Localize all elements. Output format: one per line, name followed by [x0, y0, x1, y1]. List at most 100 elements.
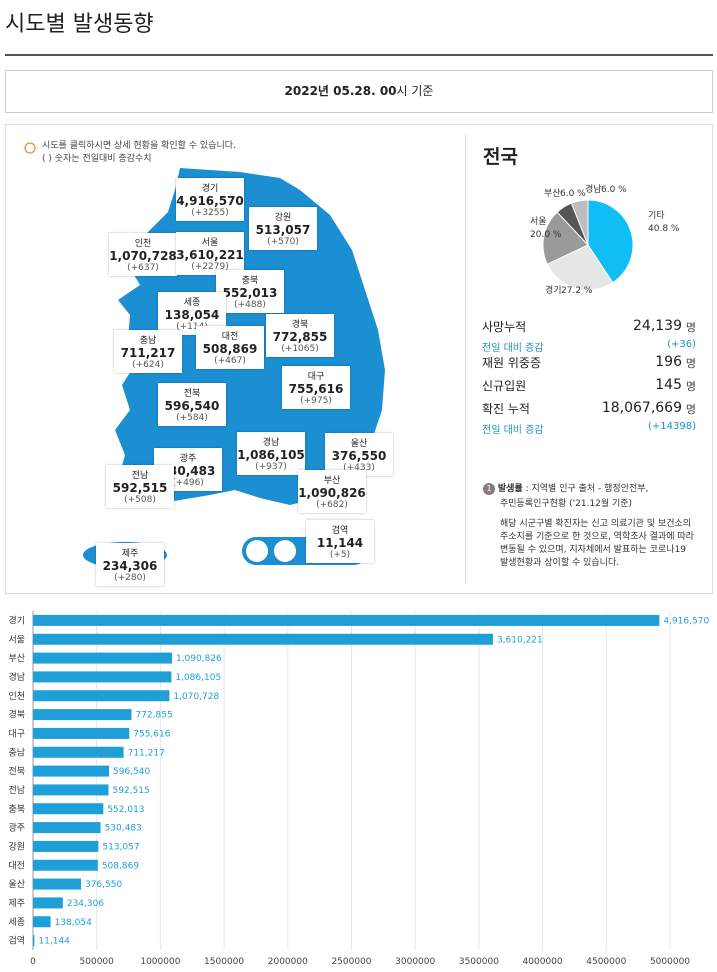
region-label[interactable]: 서울 3,610,221 (+2279) — [176, 232, 244, 275]
region-label[interactable]: 검역 11,144 (+5) — [306, 520, 374, 563]
region-label[interactable]: 전남 592,515 (+508) — [106, 465, 174, 508]
bar-chart: 0 500000 1000000 1500000 2000000 2500000 30000… — [8, 611, 709, 967]
y-tick-label: 인천 — [8, 691, 25, 702]
stat-unit: 명 — [685, 357, 696, 370]
page-title: 시도별 발생동향 — [5, 12, 154, 37]
pie-slice — [542, 211, 589, 265]
region-name: 대구 — [307, 372, 325, 382]
date-rest: 시 기준 — [396, 84, 434, 98]
bar-value-label: 755,616 — [133, 729, 170, 739]
region-label[interactable]: 인천 1,070,728 (+637) — [109, 233, 177, 276]
region-label[interactable]: 충남 711,217 (+624) — [114, 330, 182, 373]
bar — [33, 916, 51, 928]
region-name: 경남 — [262, 438, 280, 448]
region-label[interactable]: 대전 508,869 (+467) — [196, 326, 264, 369]
region-name: 제주 — [121, 549, 139, 559]
region-label[interactable]: 강원 513,057 (+570) — [249, 207, 317, 250]
y-tick-label: 제주 — [8, 898, 25, 909]
region-value: 596,540 — [164, 399, 220, 413]
region-label[interactable]: 부산 1,090,826 (+682) — [298, 470, 366, 513]
x-tick-label: 5000000 — [650, 957, 690, 967]
region-value: 592,515 — [112, 481, 168, 495]
note-line: 해당 시군구별 확진자는 신고 의료기관 및 보건소의 — [500, 519, 692, 529]
region-label[interactable]: 제주 234,306 (+280) — [96, 543, 164, 586]
region-change: (+114) — [176, 322, 208, 332]
notice-line: 시도를 클릭하시면 상세 현황을 확인할 수 있습니다. — [42, 141, 236, 151]
bar — [33, 897, 63, 909]
main-panel — [5, 124, 713, 594]
region-name: 전북 — [183, 389, 201, 399]
stat-label: 재원 위중증 — [482, 356, 542, 370]
region-label[interactable]: 전북 596,540 (+584) — [158, 383, 226, 426]
stat-sub-label: 전일 대비 증감 — [482, 425, 544, 436]
y-tick-label: 전북 — [8, 766, 25, 777]
region-label[interactable]: 경기 4,916,570 (+3255) — [176, 178, 244, 221]
region-label[interactable]: 울산 376,550 (+433) — [325, 433, 393, 476]
bar-value-label: 508,869 — [102, 861, 139, 871]
bar-value-label: 552,013 — [107, 805, 144, 815]
region-label[interactable]: 충북 552,013 (+488) — [216, 270, 284, 313]
region-change: (+467) — [214, 356, 246, 366]
bar-value-label: 1,090,826 — [176, 654, 222, 664]
stat-sub-value: (+14398) — [648, 421, 696, 432]
note-text: : 지역별 인구 출처 - 행정안전부, — [525, 484, 649, 494]
region-label[interactable]: 대구 755,616 (+975) — [282, 366, 350, 409]
pie-value-label: 27.2 % — [561, 286, 593, 296]
pie-value-label: 6.0 % — [601, 185, 627, 195]
pie-label: 부산 — [544, 188, 561, 199]
note-text: 주민등록인구현황 ('21.12월 기준) — [500, 499, 633, 509]
x-tick-label: 1500000 — [204, 957, 244, 967]
stat-row: 사망누적 24,139 명 전일 대비 증감 (+36) — [482, 318, 696, 354]
pie-label: 경남 — [585, 183, 602, 195]
notice: 시도를 클릭하시면 상세 현황을 확인할 수 있습니다. ( ) 숫자는 전일대… — [42, 140, 236, 166]
region-name: 전남 — [131, 471, 149, 481]
panel-divider — [465, 134, 466, 584]
pie-label: 기타 — [648, 210, 665, 221]
national-title: 전국 — [483, 146, 518, 168]
region-change: (+433) — [343, 463, 375, 473]
y-tick-label: 경남 — [8, 671, 25, 683]
region-change: (+1065) — [281, 344, 319, 354]
pie-value-label: 6.0 % — [560, 189, 586, 199]
region-value: 530,483 — [160, 464, 216, 478]
bar — [33, 878, 81, 890]
stat-row: 확진 누적 18,067,669 명 전일 대비 증감 (+14398) — [482, 400, 696, 436]
y-tick-label: 세종 — [8, 917, 25, 928]
stat-label: 확진 누적 — [482, 402, 530, 416]
region-label[interactable]: 경북 772,855 (+1065) — [266, 314, 334, 357]
stat-sub-value: (+36) — [667, 339, 696, 350]
region-name: 대전 — [221, 332, 239, 342]
bar — [33, 690, 170, 702]
x-tick-label: 3000000 — [395, 957, 435, 967]
region-change: (+937) — [255, 462, 287, 472]
airport-icon[interactable] — [246, 540, 268, 562]
pie-slice — [546, 244, 614, 291]
region-name: 부산 — [323, 476, 341, 486]
region-change: (+637) — [127, 263, 159, 273]
note-line: 변동될 수 있으며, 지자체에서 발표하는 코로나19 — [500, 545, 686, 555]
region-change: (+3255) — [191, 208, 229, 218]
bar-value-label: 592,515 — [112, 786, 149, 796]
port-icon[interactable] — [274, 540, 296, 562]
y-tick-label: 대전 — [8, 860, 25, 871]
region-name: 서울 — [201, 238, 219, 248]
bar-value-label: 1,086,105 — [175, 673, 221, 683]
bar-value-label: 138,054 — [55, 918, 92, 928]
region-label[interactable]: 경남 1,086,105 (+937) — [237, 432, 305, 475]
stat-value: 196 — [655, 354, 682, 370]
x-tick-label: 2000000 — [268, 957, 308, 967]
bar — [33, 709, 132, 721]
region-name: 강원 — [274, 213, 292, 223]
note-term: 발생률 — [497, 484, 523, 494]
region-change: (+584) — [176, 413, 208, 423]
title-rule — [5, 54, 713, 56]
region-name: 경기 — [201, 184, 219, 194]
x-tick-label: 3500000 — [459, 957, 499, 967]
note: 1 발생률 : 지역별 인구 출처 - 행정안전부, 주민등록인구현황 ('21… — [483, 482, 708, 570]
bar — [33, 840, 99, 852]
bar-value-label: 1,070,728 — [173, 692, 219, 702]
date-main: 2022년 05.28. 00 — [284, 84, 397, 98]
region-label[interactable]: 세종 138,054 (+114) — [158, 292, 226, 335]
region-change: (+508) — [124, 495, 156, 505]
bar-value-label: 596,540 — [113, 767, 150, 777]
